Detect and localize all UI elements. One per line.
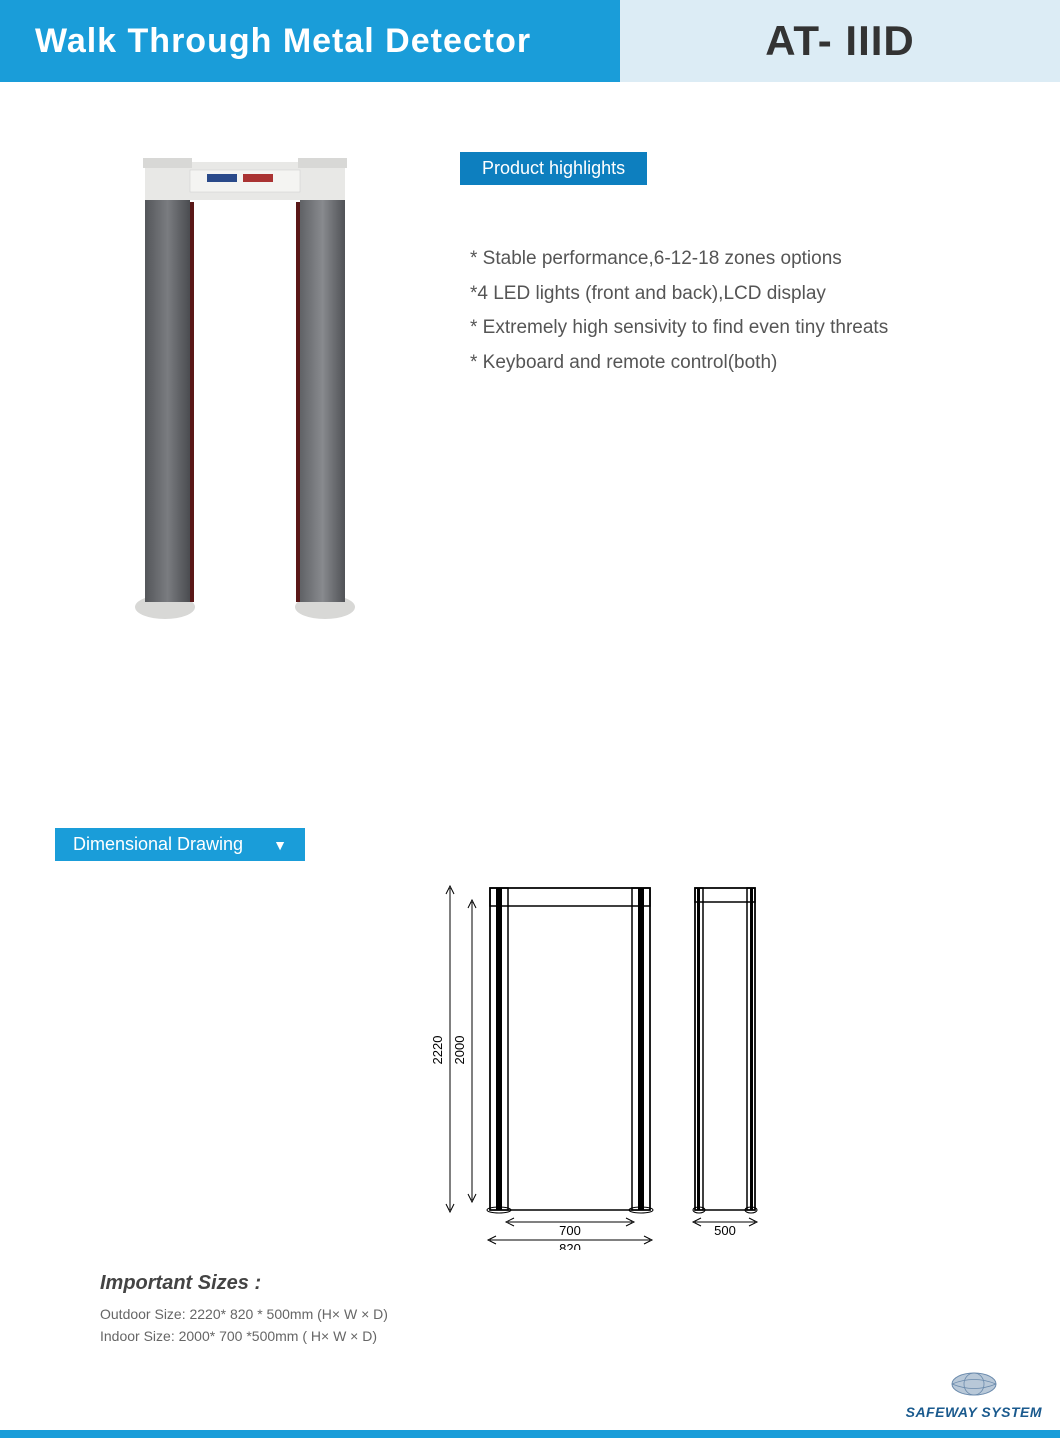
brand-name: SAFEWAY SYSTEM xyxy=(906,1404,1042,1420)
brand-logo: SAFEWAY SYSTEM xyxy=(906,1369,1042,1420)
page-title: Walk Through Metal Detector xyxy=(35,22,531,61)
model-number: AT- IIID xyxy=(765,17,915,65)
sizes-title: Important Sizes : xyxy=(100,1272,388,1295)
indoor-size: Indoor Size: 2000* 700 *500mm ( H× W × D… xyxy=(100,1325,388,1347)
header-right: AT- IIID xyxy=(620,0,1060,82)
header-left: Walk Through Metal Detector xyxy=(0,0,620,82)
product-image-wrap xyxy=(40,152,450,622)
dimension-diagram: 2220 2000 700 820 xyxy=(430,880,830,1250)
dimensional-badge: Dimensional Drawing ▼ xyxy=(55,828,305,861)
important-sizes: Important Sizes : Outdoor Size: 2220* 82… xyxy=(100,1272,388,1348)
highlight-item: * Extremely high sensivity to find even … xyxy=(470,314,1020,343)
dimensional-drawing: 2220 2000 700 820 xyxy=(430,880,830,1255)
svg-text:820: 820 xyxy=(559,1241,581,1250)
svg-text:2220: 2220 xyxy=(430,1036,445,1065)
product-section: Product highlights * Stable performance,… xyxy=(0,82,1060,622)
svg-text:700: 700 xyxy=(559,1223,581,1238)
dimensional-badge-label: Dimensional Drawing xyxy=(73,834,243,855)
highlight-item: *4 LED lights (front and back),LCD displ… xyxy=(470,280,1020,309)
svg-text:2000: 2000 xyxy=(452,1036,467,1065)
globe-icon xyxy=(946,1369,1002,1399)
outdoor-size: Outdoor Size: 2220* 820 * 500mm (H× W × … xyxy=(100,1303,388,1325)
product-image xyxy=(135,152,355,622)
product-details: Product highlights * Stable performance,… xyxy=(450,152,1020,622)
footer-accent-bar xyxy=(0,1430,1060,1438)
chevron-down-icon: ▼ xyxy=(273,837,287,853)
page-header: Walk Through Metal Detector AT- IIID xyxy=(0,0,1060,82)
highlights-badge: Product highlights xyxy=(460,152,647,185)
highlight-item: * Keyboard and remote control(both) xyxy=(470,349,1020,378)
highlights-list: * Stable performance,6-12-18 zones optio… xyxy=(460,245,1020,377)
dimensional-section: Dimensional Drawing ▼ xyxy=(55,828,305,861)
highlight-item: * Stable performance,6-12-18 zones optio… xyxy=(470,245,1020,274)
svg-text:500: 500 xyxy=(714,1223,736,1238)
